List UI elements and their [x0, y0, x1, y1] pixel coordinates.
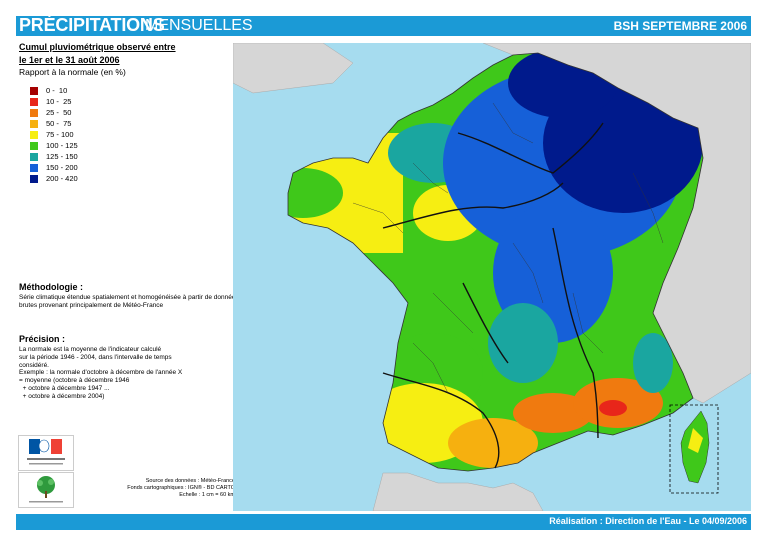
legend-label: 125 - 150	[46, 152, 78, 161]
legend-item: 150 - 200	[30, 162, 78, 173]
source-line: Fonds cartographiques : IGN® - BD CARTO	[127, 485, 235, 492]
page-subtitle: MENSUELLES	[145, 17, 253, 34]
legend-label: 50 - 75	[46, 119, 72, 128]
precision-text: La normale est la moyenne de l'indicateu…	[19, 346, 239, 401]
legend-swatch	[30, 108, 38, 117]
legend-label: 200 - 420	[46, 174, 78, 183]
methodology-title: Méthodologie :	[19, 282, 83, 292]
legend-swatch	[30, 174, 38, 183]
legend-item: 0 - 10	[30, 85, 78, 96]
bulletin-label: BSH SEPTEMBRE 2006	[613, 19, 747, 33]
legend-item: 75 - 100	[30, 129, 78, 140]
source-line: Source des données : Météo-France	[145, 478, 235, 484]
data-source: Source des données : Météo-France Fonds …	[105, 478, 235, 499]
legend: 0 - 10 10 - 25 25 - 50 50 - 75 75 - 100 100 -…	[30, 85, 78, 184]
legend-item: 25 - 50	[30, 107, 78, 118]
corsica	[669, 404, 719, 494]
marianne-tricolor-logo-icon	[18, 435, 74, 471]
major-rivers	[382, 122, 604, 469]
france-border	[287, 52, 704, 472]
footer-bar: Réalisation : Direction de l'Eau - Le 04…	[16, 514, 751, 530]
legend-item: 200 - 420	[30, 173, 78, 184]
precision-line: + octobre à décembre 1947 ...	[19, 384, 110, 392]
legend-swatch	[30, 152, 38, 161]
page-title: PRÉCIPITATIONS	[19, 15, 165, 35]
subtitle-line-1: Cumul pluviométrique observé entre	[19, 42, 176, 52]
precision-line: Exemple : la normale d'octobre à décembr…	[19, 369, 183, 377]
legend-item: 50 - 75	[30, 118, 78, 129]
legend-swatch	[30, 119, 38, 128]
legend-label: 100 - 125	[46, 141, 78, 150]
legend-item: 100 - 125	[30, 140, 78, 151]
header-bar: PRÉCIPITATIONS MENSUELLES BSH SEPTEMBRE …	[16, 15, 751, 36]
source-line: Echelle : 1 cm = 60 km	[179, 492, 235, 499]
tree-logo-icon	[18, 472, 74, 508]
legend-label: 0 - 10	[46, 86, 68, 95]
minor-rivers	[352, 102, 664, 394]
precision-line: + octobre à décembre 2004)	[19, 392, 105, 400]
precision-line: = moyenne (octobre à décembre 1946	[19, 377, 130, 385]
legend-swatch	[30, 97, 38, 106]
precision-line: considéré.	[19, 361, 49, 369]
legend-swatch	[30, 130, 38, 139]
spain	[372, 472, 544, 512]
precision-line: La normale est la moyenne de l'indicateu…	[19, 346, 162, 353]
legend-label: 75 - 100	[46, 130, 74, 139]
precision-title: Précision :	[19, 334, 66, 344]
legend-label: 150 - 200	[46, 163, 78, 172]
legend-label: 25 - 50	[46, 108, 72, 117]
legend-swatch	[30, 141, 38, 150]
subtitle-line-2: le 1er et le 31 août 2006	[19, 55, 120, 65]
legend-item: 10 - 25	[30, 96, 78, 107]
precision-line: sur la période 1946 - 2004, dans l'inter…	[19, 353, 172, 361]
legend-label: 10 - 25	[46, 97, 72, 106]
map-svg	[232, 42, 752, 512]
credit-label: Réalisation : Direction de l'Eau - Le 04…	[549, 516, 747, 526]
legend-swatch	[30, 163, 38, 172]
legend-swatch	[30, 86, 38, 95]
precipitation-map	[232, 42, 752, 512]
methodology-text: Série climatique étendue spatialement et…	[19, 294, 239, 309]
legend-item: 125 - 150	[30, 151, 78, 162]
england	[232, 42, 354, 94]
subtitle-line-3: Rapport à la normale (en %)	[19, 67, 126, 77]
